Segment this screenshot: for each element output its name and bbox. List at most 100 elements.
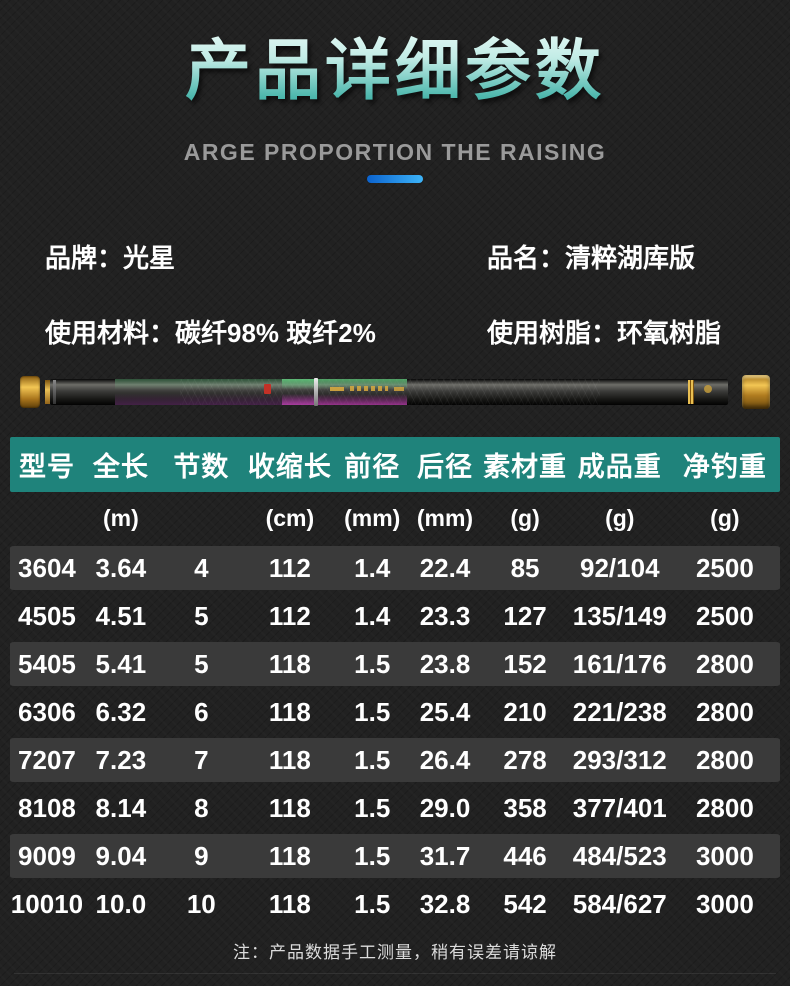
table-cell: 112 [268,600,311,631]
table-cell: 4 [194,552,209,583]
product-name-info: 品名：清粹湖库版 [487,243,696,273]
column-header: 素材重 [483,452,568,482]
table-cell: 4.51 [95,600,147,631]
table-cell: 542 [503,888,547,919]
table-cell: 7 [194,744,209,775]
resin-info: 使用树脂：环氧树脂 [487,318,722,348]
rod-right-gold-ring [688,380,694,404]
table-cell: 8108 [18,792,76,823]
table-cell: 293/312 [572,744,667,775]
spec-table-units-row: (m) (cm) (mm) (mm) (g) (g) (g) [10,492,780,544]
table-cell: 8 [194,792,209,823]
table-cell: 377/401 [572,792,667,823]
table-cell: 9009 [18,840,76,871]
table-cell: 8.14 [95,792,147,823]
rod-gold-marking [330,387,344,391]
table-cell: 7207 [18,744,76,775]
table-cell: 3.64 [95,552,147,583]
table-cell: 6 [194,696,209,727]
table-cell: 1.4 [354,552,391,583]
table-cell: 118 [268,696,311,727]
bottom-divider [14,973,776,974]
column-header: 后径 [416,452,473,482]
table-row: 8108 8.14 8 118 1.5 29.0 358 377/401 2800 [10,784,780,832]
column-unit: (g) [510,504,540,531]
spec-table-header-row: 型号 全长 节数 收缩长 前径 后径 素材重 成品重 净钓重 [10,437,780,492]
table-cell: 9 [194,840,209,871]
table-cell: 10.0 [95,888,147,919]
table-cell: 2500 [695,600,754,631]
table-cell: 446 [503,840,547,871]
column-unit: (mm) [416,504,474,531]
table-cell: 2800 [695,648,754,679]
table-row: 3604 3.64 4 112 1.4 22.4 85 92/104 2500 [10,544,780,592]
table-cell: 23.8 [419,648,471,679]
rod-holo-sheen [115,379,315,405]
table-cell: 1.5 [354,840,391,871]
table-cell: 3000 [695,840,754,871]
column-header: 净钓重 [682,452,767,482]
table-cell: 2800 [695,792,754,823]
column-header: 收缩长 [247,452,332,482]
column-unit: (cm) [265,504,315,531]
rod-left-gold-ring [45,380,50,404]
rod-right-gold-butt-cap [742,375,770,409]
table-cell: 4505 [18,600,76,631]
table-cell: 10010 [10,888,84,919]
table-cell: 1.5 [354,792,391,823]
rod-left-gray-ring [53,380,56,404]
table-cell: 5 [194,600,209,631]
table-cell: 22.4 [419,552,471,583]
table-cell: 6306 [18,696,76,727]
title-underline [367,175,423,183]
brand-info: 品牌：光星 [45,243,176,273]
rod-red-marker [264,384,271,394]
table-cell: 278 [503,744,547,775]
table-row: 7207 7.23 7 118 1.5 26.4 278 293/312 2800 [10,736,780,784]
product-info: 品牌：光星 品名：清粹湖库版 使用材料：碳纤98% 玻纤2% 使用树脂：环氧树脂 [45,238,765,350]
table-cell: 118 [268,840,311,871]
rod-white-ring [314,378,318,406]
column-header: 全长 [92,452,149,482]
table-cell: 29.0 [419,792,471,823]
table-cell: 3604 [18,552,76,583]
table-cell: 10 [186,888,216,919]
table-cell: 2800 [695,696,754,727]
column-header: 成品重 [577,452,662,482]
table-cell: 32.8 [419,888,471,919]
table-cell: 118 [268,744,311,775]
table-cell: 9.04 [95,840,147,871]
table-cell: 6.32 [95,696,147,727]
table-cell: 127 [503,600,547,631]
table-cell: 1.4 [354,600,391,631]
table-cell: 31.7 [419,840,471,871]
column-header: 前径 [344,452,401,482]
table-cell: 2500 [695,552,754,583]
table-cell: 1.5 [354,696,391,727]
rod-right-gold-dot [704,385,712,393]
material-info: 使用材料：碳纤98% 玻纤2% [45,318,376,348]
table-cell: 26.4 [419,744,471,775]
table-row: 4505 4.51 5 112 1.4 23.3 127 135/149 2500 [10,592,780,640]
table-cell: 161/176 [572,648,667,679]
column-unit: (m) [102,504,139,531]
column-unit: (mm) [344,504,401,531]
table-cell: 358 [503,792,547,823]
page-title: 产品详细参数 [0,20,790,120]
page-subtitle: ARGE PROPORTION THE RAISING [183,139,607,165]
table-cell: 118 [268,792,311,823]
table-cell: 3000 [695,888,754,919]
table-cell: 112 [268,552,311,583]
table-cell: 584/627 [572,888,667,919]
table-row: 6306 6.32 6 118 1.5 25.4 210 221/238 2800 [10,688,780,736]
rod-holo-sheen-bright [282,379,407,405]
table-cell: 152 [503,648,547,679]
spec-table: 型号 全长 节数 收缩长 前径 后径 素材重 成品重 净钓重 (m) (cm) (mm) (mm) (g… [10,437,780,928]
table-cell: 118 [268,888,311,919]
table-row: 5405 5.41 5 118 1.5 23.8 152 161/176 2800 [10,640,780,688]
table-cell: 135/149 [572,600,667,631]
footer-note: 注：产品数据手工测量，稍有误差请谅解 [233,943,557,962]
table-row: 10010 10.0 10 118 1.5 32.8 542 584/627 3000 [10,880,780,928]
column-unit: (g) [710,504,740,531]
table-cell: 5 [194,648,209,679]
